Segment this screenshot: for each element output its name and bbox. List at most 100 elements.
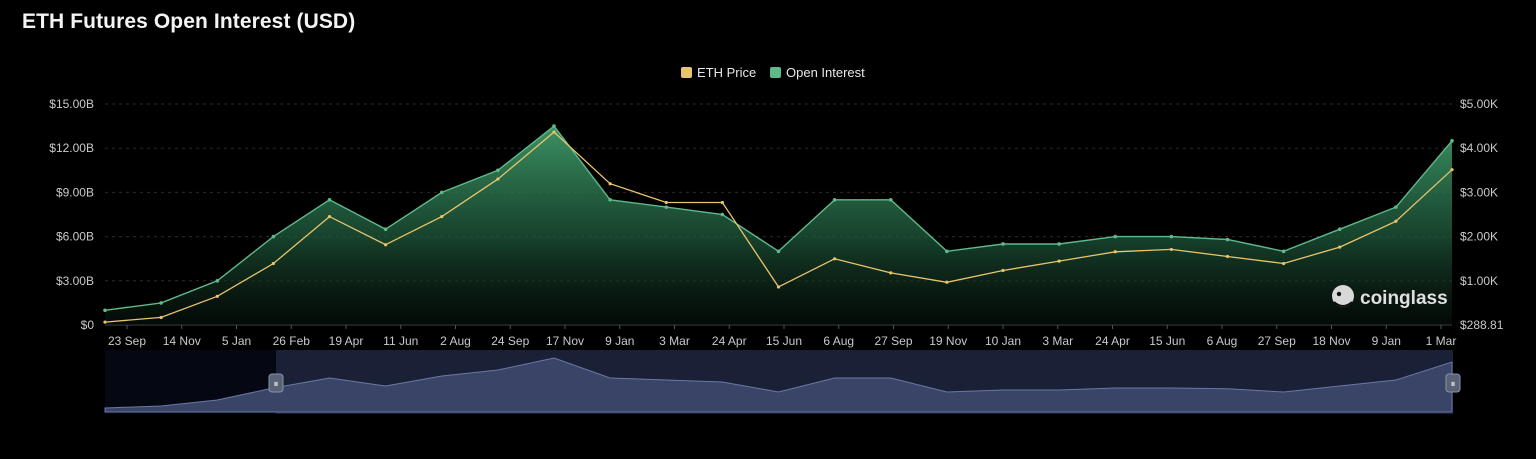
coinglass-logo-icon [1332,285,1354,307]
legend-label-price[interactable]: ETH Price [697,65,756,80]
data-point-eth-price[interactable] [720,200,724,205]
data-point-eth-price[interactable] [1338,245,1342,249]
data-point-open-interest[interactable] [888,197,893,202]
data-point-open-interest[interactable] [1001,242,1005,246]
data-point-eth-price[interactable] [1394,219,1398,223]
y-left-tick-label: $6.00B [56,230,94,244]
data-point-eth-price[interactable] [496,177,500,181]
legend-label-oi[interactable]: Open Interest [786,65,865,80]
x-tick-label: 27 Sep [874,334,912,348]
data-point-eth-price[interactable] [1225,254,1230,259]
x-tick-label: 15 Jun [1149,334,1185,348]
x-tick-label: 6 Aug [823,334,854,348]
x-tick-label: 3 Mar [659,334,690,348]
navigator-handle-left[interactable]: ⏸ [268,373,284,393]
legend-swatch-price[interactable] [681,67,692,78]
x-tick-label: 24 Apr [712,334,747,348]
legend: ETH Price Open Interest [681,65,865,80]
navigator-series [104,357,1453,413]
data-point-eth-price[interactable] [271,261,275,266]
data-point-open-interest[interactable] [1057,242,1061,246]
data-point-open-interest[interactable] [1281,249,1286,254]
data-point-open-interest[interactable] [1394,205,1398,209]
x-tick-label: 9 Jan [605,334,634,348]
data-point-open-interest[interactable] [776,249,781,254]
page-title: ETH Futures Open Interest (USD) [22,10,356,33]
data-point-eth-price[interactable] [1057,259,1061,263]
data-point-eth-price[interactable] [215,294,219,298]
x-tick-label: 11 Jun [383,334,418,348]
y-right-tick-label: $288.81 [1460,318,1504,332]
x-tick-label: 19 Apr [329,334,364,348]
data-point-eth-price[interactable] [1169,247,1173,252]
x-tick-label: 5 Jan [222,334,251,348]
data-point-eth-price[interactable] [1450,168,1454,172]
data-point-eth-price[interactable] [945,280,949,284]
data-point-open-interest[interactable] [327,197,332,202]
x-tick-label: 17 Nov [546,334,584,348]
data-point-eth-price[interactable] [552,130,556,134]
data-point-open-interest[interactable] [664,205,669,209]
data-point-eth-price[interactable] [1282,261,1286,266]
x-tick-label: 6 Aug [1207,334,1238,348]
y-left-tick-label: $9.00B [56,185,94,199]
data-point-open-interest[interactable] [383,227,388,232]
data-point-open-interest[interactable] [159,301,163,305]
y-right-tick-label: $3.00K [1460,185,1498,199]
range-navigator[interactable]: ⏸ ⏸ [104,350,1461,414]
x-tick-label: 9 Jan [1372,334,1401,348]
legend-swatch-oi[interactable] [770,67,781,78]
data-point-open-interest[interactable] [1169,234,1174,239]
data-point-open-interest[interactable] [608,197,612,202]
y-right-tick-label: $2.00K [1460,230,1498,244]
x-tick-label: 24 Apr [1095,334,1130,348]
navigator-handle-right[interactable]: ⏸ [1445,373,1461,393]
y-right-tick-label: $1.00K [1460,274,1498,288]
data-point-open-interest[interactable] [945,249,949,254]
watermark: coinglass [1332,285,1448,309]
x-tick-label: 26 Feb [273,334,311,348]
data-point-eth-price[interactable] [664,200,668,205]
data-point-open-interest[interactable] [832,197,837,202]
data-point-eth-price[interactable] [159,315,163,320]
data-point-open-interest[interactable] [1337,227,1342,232]
watermark-text: coinglass [1360,288,1448,309]
data-point-eth-price[interactable] [384,243,388,247]
data-point-eth-price[interactable] [327,214,332,219]
data-point-open-interest[interactable] [215,279,220,283]
x-tick-label: 23 Sep [108,334,146,348]
x-tick-label: 19 Nov [929,334,967,348]
x-tick-label: 18 Nov [1312,334,1350,348]
series-group [103,124,1454,325]
x-tick-label: 27 Sep [1258,334,1296,348]
y-right-tick-label: $4.00K [1460,141,1498,155]
data-point-open-interest[interactable] [439,190,444,195]
data-point-open-interest[interactable] [271,234,276,239]
data-point-eth-price[interactable] [889,271,893,275]
x-tick-label: 1 Mar [1426,334,1457,348]
data-point-open-interest[interactable] [552,124,556,128]
x-tick-label: 2 Aug [440,334,471,348]
x-tick-label: 24 Sep [491,334,529,348]
data-point-eth-price[interactable] [103,320,107,324]
data-point-eth-price[interactable] [776,285,781,289]
x-tick-label: 3 Mar [1042,334,1073,348]
data-point-open-interest[interactable] [1113,234,1118,239]
data-point-eth-price[interactable] [608,182,612,186]
data-point-open-interest[interactable] [496,168,500,173]
y-axis-right: $288.81 $1.00K $2.00K $3.00K $4.00K $5.00K [1460,97,1504,332]
svg-text:⏸: ⏸ [274,379,279,390]
y-left-tick-label: $15.00B [49,97,94,111]
y-left-tick-label: $12.00B [49,141,94,155]
y-left-tick-label: $3.00B [56,274,94,288]
data-point-open-interest[interactable] [1450,139,1454,143]
series-area-open-interest[interactable] [105,126,1452,325]
data-point-eth-price[interactable] [1001,268,1005,273]
data-point-eth-price[interactable] [1113,250,1117,254]
data-point-eth-price[interactable] [440,214,444,219]
data-point-open-interest[interactable] [1225,237,1230,242]
data-point-open-interest[interactable] [103,308,107,313]
data-point-open-interest[interactable] [720,212,725,217]
data-point-eth-price[interactable] [833,257,837,261]
